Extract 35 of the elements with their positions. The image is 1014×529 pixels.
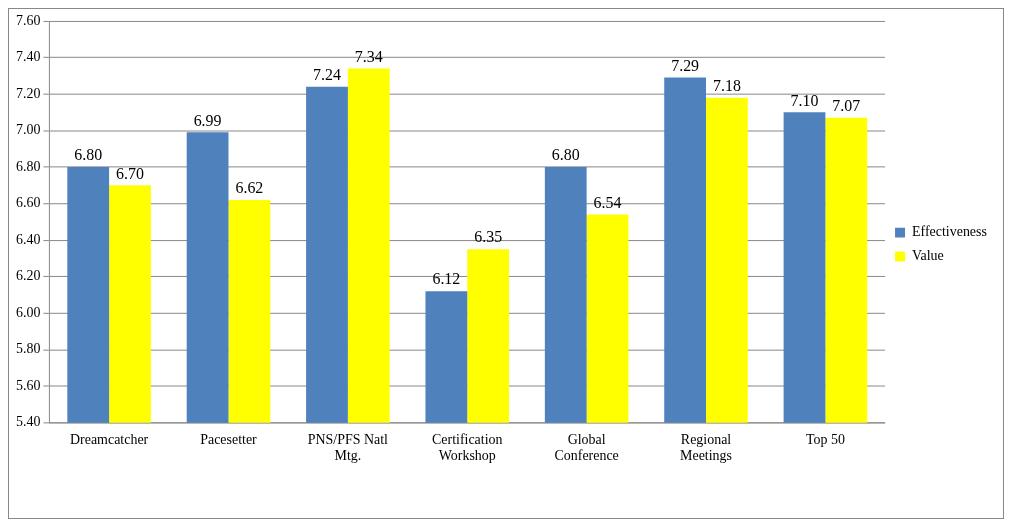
data-label: 6.12 (432, 270, 461, 288)
data-label: 6.80 (551, 146, 580, 164)
x-tick-label: Regional Meetings (680, 431, 732, 464)
data-label: 6.62 (235, 179, 264, 197)
y-tick-label: 7.60 (16, 12, 41, 28)
data-label: 7.34 (354, 47, 383, 65)
x-tick-label: Pacesetter (200, 431, 258, 447)
data-label: 6.99 (193, 111, 222, 129)
data-label: 6.35 (474, 228, 503, 246)
y-tick-label: 5.40 (16, 414, 41, 430)
data-label: 7.10 (790, 91, 819, 109)
y-tick-label: 6.40 (16, 231, 41, 247)
data-label: 7.29 (671, 56, 700, 74)
y-tick-label: 6.20 (16, 268, 41, 284)
y-tick-label: 7.40 (16, 49, 41, 65)
data-label: 6.80 (74, 146, 103, 164)
x-tick-label: Top 50 (805, 431, 845, 447)
data-label: 6.54 (593, 193, 622, 211)
legend-label: Value (912, 248, 944, 264)
data-label: 7.18 (712, 76, 741, 94)
x-tick-label: Dreamcatcher (69, 431, 149, 447)
legend-label: Effectiveness (912, 224, 987, 240)
x-tick-label: Global Conference (554, 431, 619, 464)
data-label: 7.24 (313, 65, 341, 83)
y-tick-label: 7.00 (16, 122, 41, 138)
y-tick-label: 5.80 (16, 341, 41, 357)
y-tick-label: 7.20 (16, 85, 41, 101)
y-tick-label: 5.60 (16, 377, 41, 393)
x-tick-label: PNS/PFS Natl Mtg. (307, 431, 389, 464)
y-tick-label: 6.60 (16, 195, 41, 211)
y-tick-label: 6.00 (16, 304, 41, 320)
data-label: 7.07 (832, 97, 861, 114)
data-label: 6.70 (116, 164, 144, 182)
y-tick-label: 6.80 (16, 158, 41, 174)
x-tick-label: Certification Workshop (432, 431, 503, 464)
